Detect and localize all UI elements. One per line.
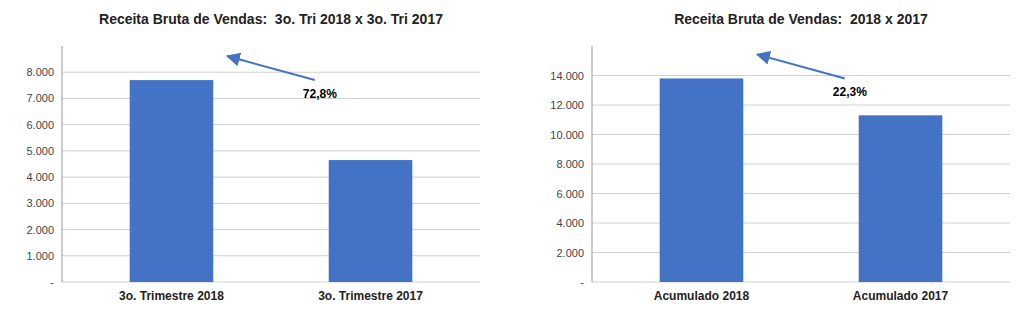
grid-line [592,164,1010,165]
grid-line [592,252,1010,253]
grid-line [592,282,1010,283]
y-tick-label: 5.000 [26,145,54,157]
grid-line [62,282,480,283]
y-tick-label: - [50,276,54,288]
chart-title: Receita Bruta de Vendas: 2018 x 2017 [674,11,928,27]
x-tick-label: Acumulado 2018 [654,289,750,303]
y-tick-label: 12.000 [550,99,584,111]
x-tick-label: Acumulado 2017 [853,289,949,303]
y-tick-label: 8.000 [556,158,584,170]
grid-line [62,124,480,125]
bar [329,160,413,282]
grid-line [62,177,480,178]
y-tick-label: 1.000 [26,250,54,262]
y-tick-label: 14.000 [550,70,584,82]
grid-line [62,203,480,204]
y-axis-line [592,46,593,282]
y-tick-label: 8.000 [26,66,54,78]
y-tick-label: 7.000 [26,92,54,104]
y-tick-label: 3.000 [26,197,54,209]
grid-line [62,72,480,73]
annotation-arrow [227,56,315,80]
y-tick-label: 2.000 [26,224,54,236]
y-tick-label: - [580,276,584,288]
grid-line [62,255,480,256]
grid-line [592,193,1010,194]
y-tick-label: 6.000 [26,119,54,131]
y-tick-label: 2.000 [556,247,584,259]
x-tick-label: 3o. Trimestre 2018 [119,289,224,303]
annotation-label: 22,3% [833,85,867,99]
chart-panel: Receita Bruta de Vendas: 3o. Tri 2018 x … [26,11,480,303]
bar [859,115,943,282]
bars [660,78,943,282]
y-tick-label: 4.000 [26,171,54,183]
annotation-arrow [757,54,845,78]
annotation-label: 72,8% [303,87,337,101]
chart-title: Receita Bruta de Vendas: 3o. Tri 2018 x … [99,11,443,27]
grid-line [62,150,480,151]
bar [660,78,744,282]
grid-line [592,75,1010,76]
grid-line [592,134,1010,135]
y-tick-label: 10.000 [550,129,584,141]
bar [130,80,214,282]
bars [130,80,413,282]
grid-line [592,105,1010,106]
y-tick-label: 6.000 [556,188,584,200]
x-tick-label: 3o. Trimestre 2017 [318,289,423,303]
y-axis-line [62,46,63,282]
grid-line [62,98,480,99]
y-tick-label: 4.000 [556,217,584,229]
chart-canvas: Receita Bruta de Vendas: 3o. Tri 2018 x … [0,0,1024,325]
grid-line [62,229,480,230]
chart-panel: Receita Bruta de Vendas: 2018 x 2017 - 2.0… [550,11,1010,303]
grid-line [592,223,1010,224]
